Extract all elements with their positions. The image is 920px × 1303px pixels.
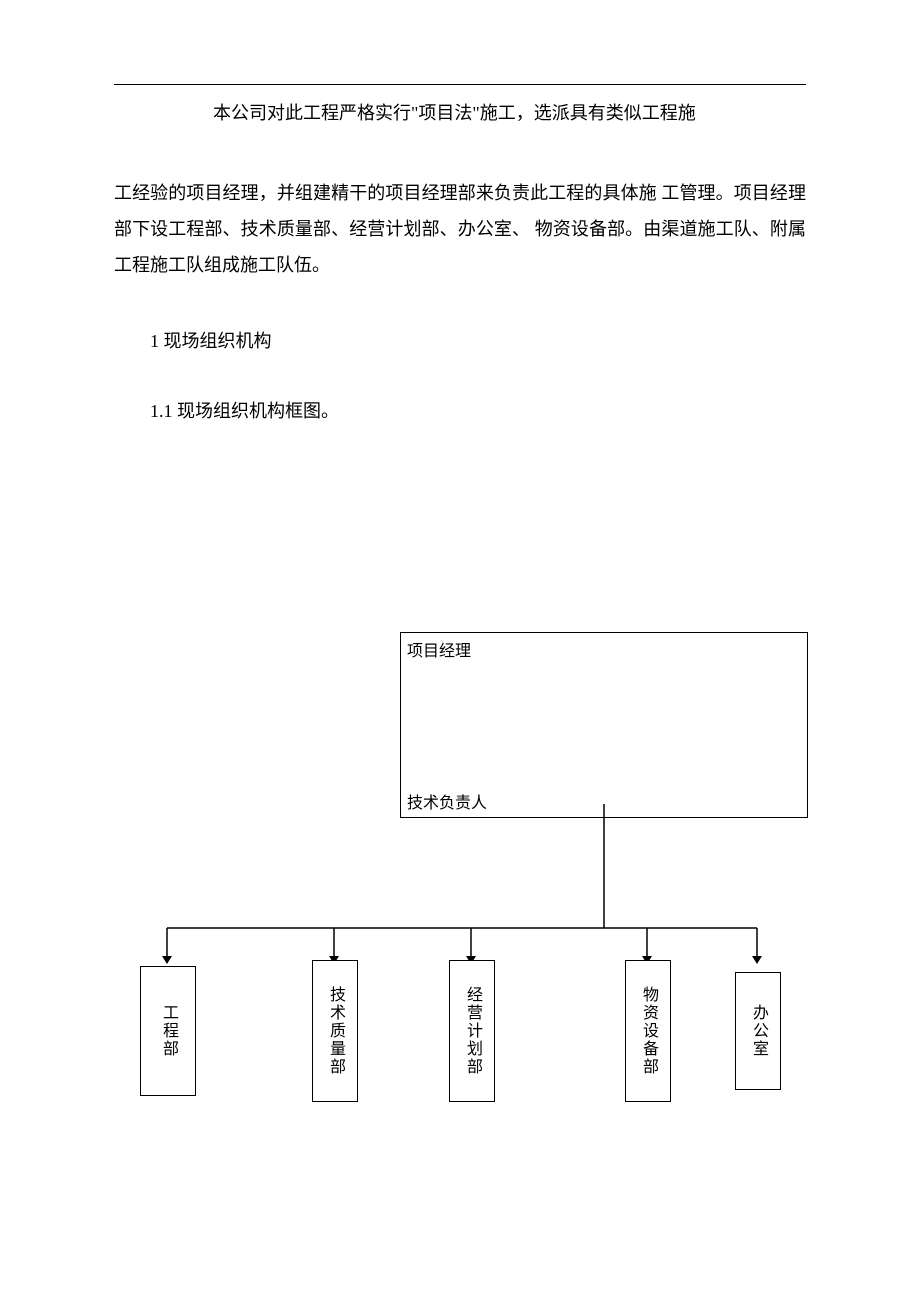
org-top-tech-label: 技术负责人 [401,785,807,817]
dept-box-1: 技术质量部 [312,960,358,1102]
org-top-box: 项目经理 技术负责人 [400,632,808,818]
org-top-spacer [401,665,807,785]
intro-line: 本公司对此工程严格实行"项目法"施工，选派具有类似工程施 [114,95,806,131]
dept-box-4: 办公室 [735,972,781,1090]
heading-1: 1 现场组织机构 [150,327,806,353]
org-top-pm-label: 项目经理 [401,633,807,665]
dept-box-3: 物资设备部 [625,960,671,1102]
dept-label: 经营计划部 [460,986,484,1076]
dept-label: 办公室 [746,1004,770,1058]
heading-1-1: 1.1 现场组织机构框图。 [150,397,806,423]
dept-label: 工程部 [156,1004,180,1058]
top-rule [114,84,806,85]
dept-box-2: 经营计划部 [449,960,495,1102]
dept-label: 技术质量部 [323,986,347,1076]
document-page: 本公司对此工程严格实行"项目法"施工，选派具有类似工程施 工经验的项目经理，并组… [0,0,920,423]
dept-label: 物资设备部 [636,986,660,1076]
dept-box-0: 工程部 [140,966,196,1096]
intro-body: 工经验的项目经理，并组建精干的项目经理部来负责此工程的具体施 工管理。项目经理部… [114,175,806,283]
